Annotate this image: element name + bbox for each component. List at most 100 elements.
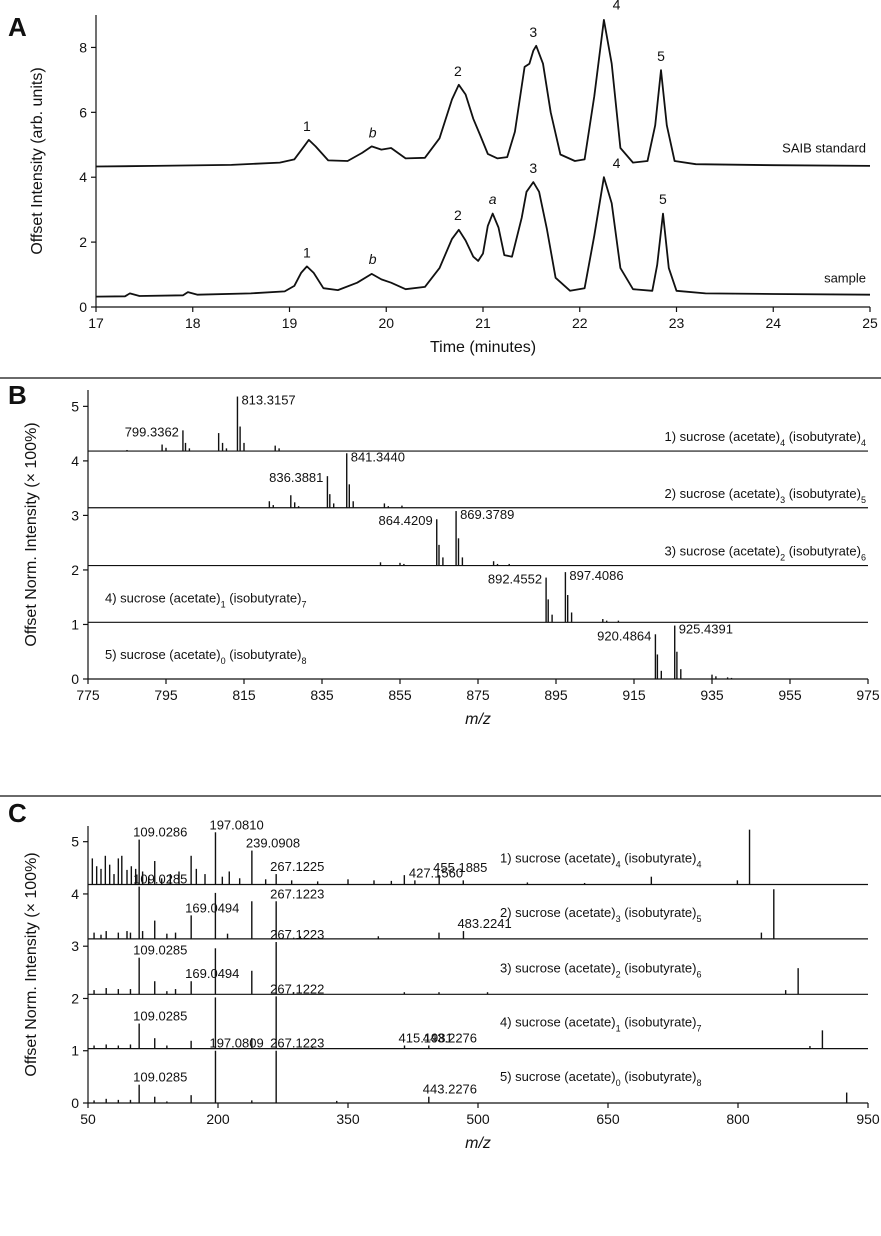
- peak-label: 3: [529, 160, 537, 176]
- peak-label: 3: [529, 24, 537, 40]
- peak-label: 1: [303, 118, 311, 134]
- mz-label: 267.1225: [270, 859, 324, 874]
- mz-label: 415.1981: [399, 1031, 453, 1046]
- x-tick-label: 50: [80, 1111, 96, 1127]
- mz-label: 169.0494: [185, 900, 239, 915]
- mz-label: 813.3157: [241, 393, 295, 408]
- y-tick-label: 5: [71, 834, 79, 850]
- x-tick-label: 895: [544, 687, 568, 703]
- y-tick-label: 6: [79, 104, 87, 120]
- x-tick-label: 875: [466, 687, 490, 703]
- x-tick-label: 775: [76, 687, 100, 703]
- mz-label: 267.1223: [270, 927, 324, 942]
- mz-label: 267.1222: [270, 981, 324, 996]
- y-tick-label: 0: [71, 671, 79, 687]
- y-tick-label: 8: [79, 39, 87, 55]
- peak-label: a: [489, 191, 497, 207]
- x-tick-label: 25: [862, 315, 878, 331]
- compound-label: 1) sucrose (acetate)4 (isobutyrate)4: [664, 429, 866, 448]
- x-tick-label: 24: [765, 315, 781, 331]
- peak-label: 4: [613, 0, 621, 12]
- compound-label: 5) sucrose (acetate)0 (isobutyrate)8: [500, 1069, 702, 1088]
- ms-spectra-panel: 775 795 815 835 855 875 895 915 935 955 975 0 1 2 3 4 5 m…: [23, 390, 880, 728]
- y-tick-label: 2: [79, 234, 87, 250]
- panel-letter-a: A: [8, 12, 27, 42]
- compound-label: 2) sucrose (acetate)3 (isobutyrate)5: [664, 486, 866, 505]
- peak-label: 5: [657, 48, 665, 64]
- y-tick-label: 2: [71, 990, 79, 1006]
- x-tick-label: 935: [700, 687, 724, 703]
- compound-label: 3) sucrose (acetate)2 (isobutyrate)6: [664, 544, 866, 563]
- mz-label: 869.3789: [460, 507, 514, 522]
- mz-label: 920.4864: [597, 628, 651, 643]
- y-tick-label: 0: [79, 299, 87, 315]
- mz-label: 267.1223: [270, 886, 324, 901]
- x-tick-label: 200: [206, 1111, 230, 1127]
- x-tick-label: 350: [336, 1111, 360, 1127]
- y-tick-label: 1: [71, 1043, 79, 1059]
- y-axis-title: Offset Intensity (arb. units): [29, 67, 46, 254]
- compound-label: 4) sucrose (acetate)1 (isobutyrate)7: [500, 1015, 702, 1034]
- compound-label: 2) sucrose (acetate)3 (isobutyrate)5: [500, 905, 702, 924]
- x-tick-label: 20: [378, 315, 394, 331]
- mz-label: 109.0285: [133, 1009, 187, 1024]
- mz-label: 455.1885: [433, 860, 487, 875]
- peak-label: 5: [659, 191, 667, 207]
- y-tick-label: 0: [71, 1095, 79, 1111]
- y-tick-label: 1: [71, 616, 79, 632]
- peak-label: 2: [454, 207, 462, 223]
- mz-label: 267.1223: [270, 1036, 324, 1051]
- x-tick-label: 19: [282, 315, 298, 331]
- x-axis-title: m/z: [465, 711, 491, 728]
- y-tick-label: 2: [71, 562, 79, 578]
- y-tick-label: 4: [71, 886, 79, 902]
- compound-label: 3) sucrose (acetate)2 (isobutyrate)6: [500, 960, 702, 979]
- mz-label: 109.0285: [133, 872, 187, 887]
- panel-letter-c: C: [8, 798, 27, 828]
- x-tick-label: 800: [726, 1111, 750, 1127]
- x-tick-label: 975: [856, 687, 880, 703]
- mz-label: 864.4209: [379, 513, 433, 528]
- peak-label: 1: [303, 244, 311, 260]
- mz-label: 427.1560: [409, 865, 463, 880]
- x-tick-label: 17: [88, 315, 104, 331]
- mz-label: 897.4086: [569, 568, 623, 583]
- y-tick-label: 4: [71, 453, 79, 469]
- mz-label: 169.0494: [185, 966, 239, 981]
- peak-label: b: [369, 251, 377, 267]
- msms-spectra-panel: 50 200 350 500 650 800 950 0 1 2 3 4 5 m/z Offset Norm…: [23, 817, 880, 1152]
- x-tick-label: 21: [475, 315, 491, 331]
- peak-label: b: [369, 124, 377, 140]
- trace-standard: [95, 19, 871, 168]
- y-tick-label: 4: [79, 169, 87, 185]
- mz-label: 109.0285: [133, 943, 187, 958]
- compound-label: 1) sucrose (acetate)4 (isobutyrate)4: [500, 851, 702, 870]
- x-tick-label: 22: [572, 315, 588, 331]
- mz-label: 197.0809: [209, 1036, 263, 1051]
- y-axis-title: Offset Norm. Intensity (× 100%): [23, 852, 40, 1076]
- x-tick-label: 950: [856, 1111, 880, 1127]
- x-tick-label: 855: [388, 687, 412, 703]
- compound-label: 4) sucrose (acetate)1 (isobutyrate)7: [105, 590, 307, 609]
- x-tick-label: 18: [185, 315, 201, 331]
- panel-letter-b: B: [8, 380, 27, 410]
- x-tick-label: 500: [466, 1111, 490, 1127]
- x-axis-title: Time (minutes): [430, 339, 536, 356]
- mz-label: 841.3440: [351, 449, 405, 464]
- x-axis-title: m/z: [465, 1135, 491, 1152]
- mz-label: 109.0286: [133, 825, 187, 840]
- peak-label: 4: [613, 155, 621, 171]
- mz-label: 109.0285: [133, 1070, 187, 1085]
- mz-label: 892.4552: [488, 572, 542, 587]
- mz-label: 836.3881: [269, 470, 323, 485]
- y-axis-title: Offset Norm. Intensity (× 100%): [23, 422, 40, 646]
- y-tick-label: 3: [71, 507, 79, 523]
- trace-label: SAIB standard: [782, 141, 866, 156]
- trace-label: sample: [824, 271, 866, 286]
- peak-label: 2: [454, 63, 462, 79]
- mz-label: 925.4391: [679, 622, 733, 637]
- x-tick-label: 955: [778, 687, 802, 703]
- y-tick-label: 5: [71, 398, 79, 414]
- mz-label: 799.3362: [125, 424, 179, 439]
